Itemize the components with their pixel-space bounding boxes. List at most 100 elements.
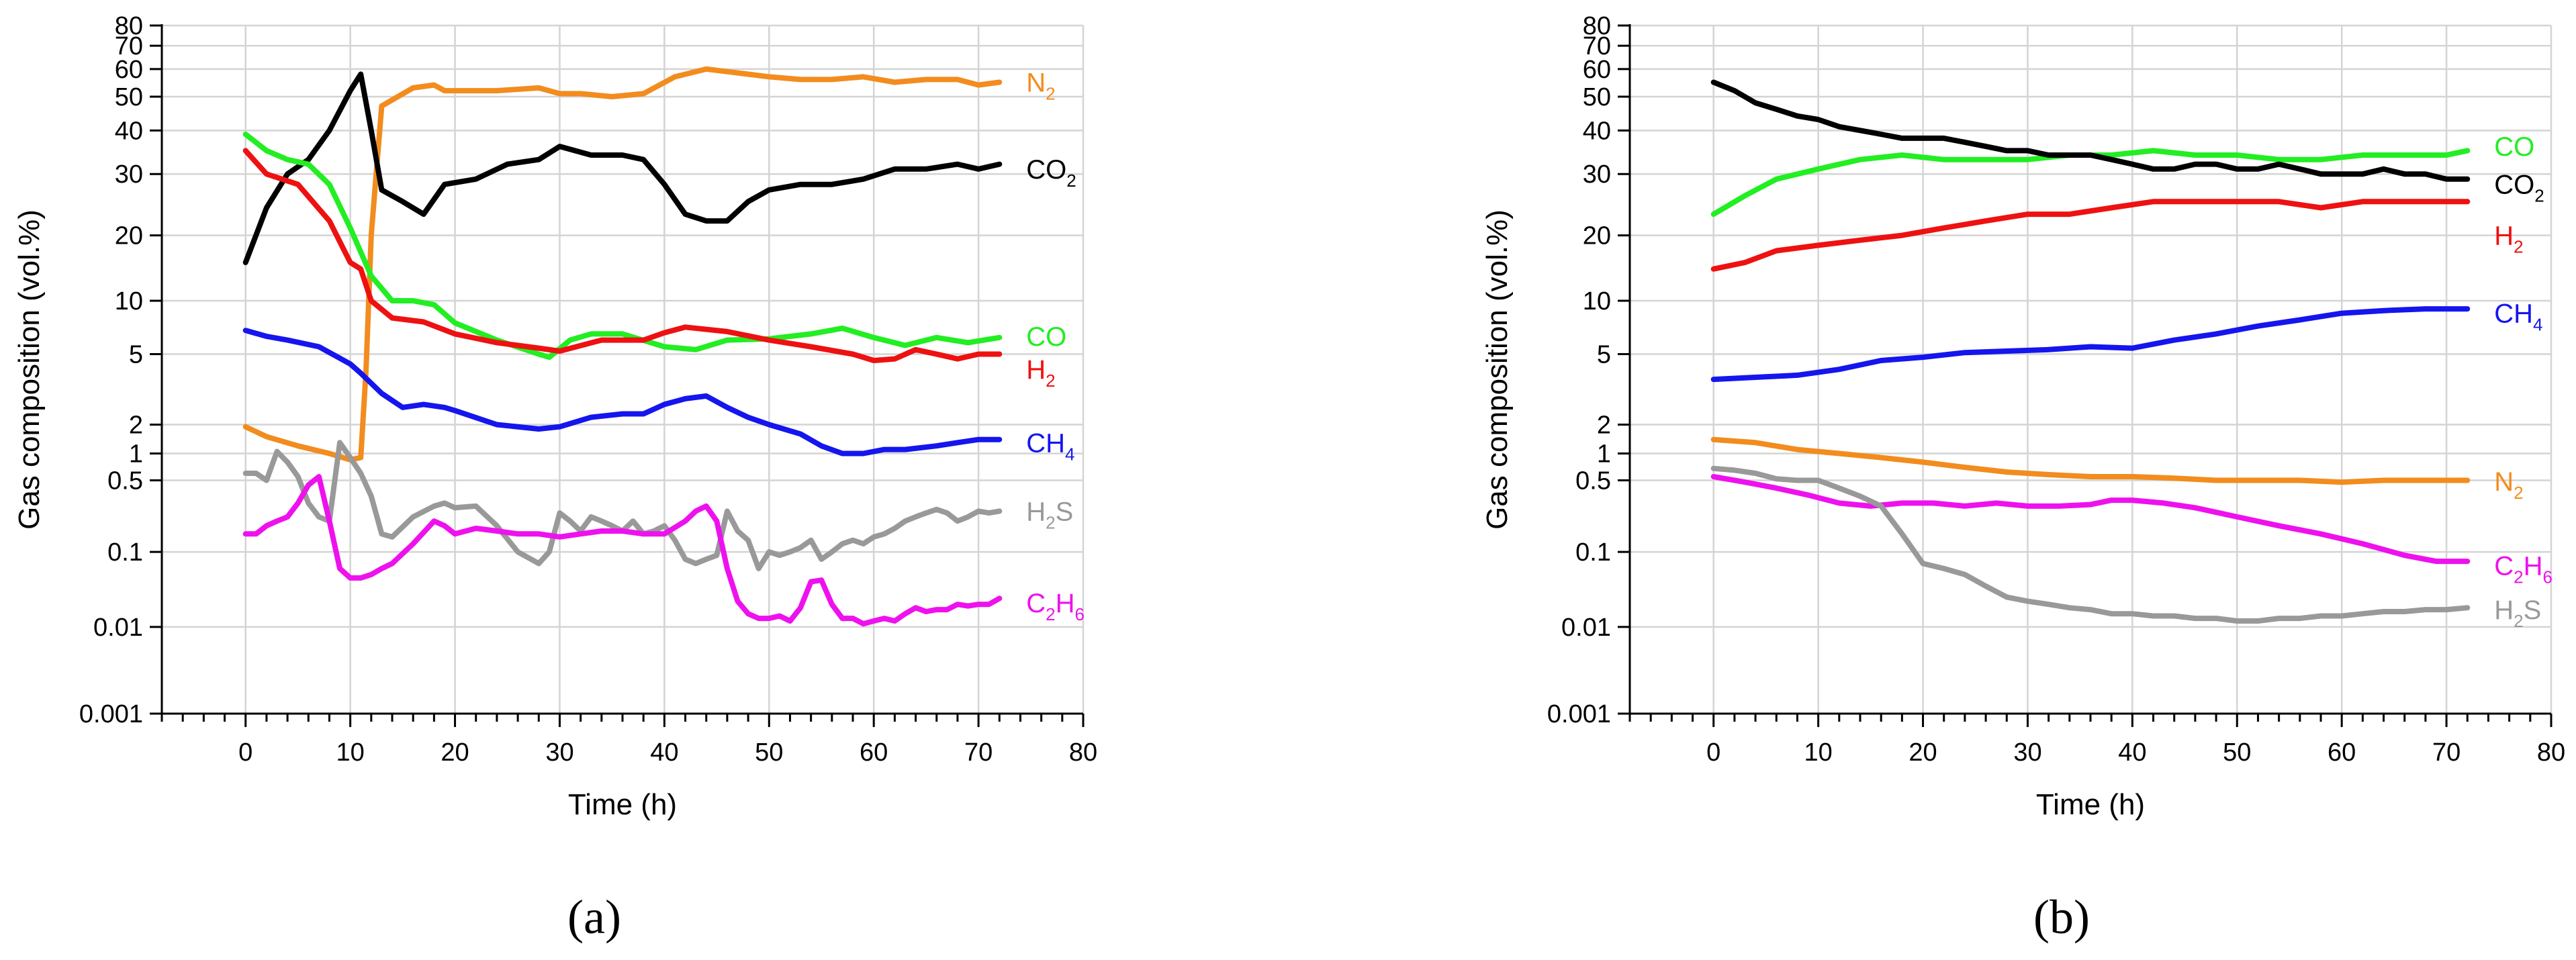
series-line-h2s (1710, 465, 2471, 624)
series-label-c2h6: C2H6 (1026, 589, 1085, 624)
y-tick-label: 50 (1583, 83, 1611, 111)
series-label-main: N (2494, 467, 2514, 497)
y-tick-label: 80 (1583, 12, 1611, 40)
series-label-co2: CO2 (2494, 171, 2544, 206)
series-label-n2: N2 (1026, 68, 1055, 103)
y-tick-label: 10 (115, 287, 143, 316)
series-label-subscript: 6 (1075, 604, 1085, 624)
y-tick-label: 0.01 (1561, 614, 1611, 642)
y-tick-label: 0.001 (79, 700, 143, 728)
y-tick-label: 30 (115, 160, 143, 189)
series-label-subscript: 4 (1065, 444, 1074, 464)
series-label-ch4: CH4 (1026, 428, 1074, 464)
series-label-h2: H2 (2494, 222, 2523, 257)
y-tick-label: 20 (1583, 222, 1611, 250)
series-label-subscript: 4 (2533, 315, 2542, 335)
series-label-co2: CO2 (1026, 155, 1076, 191)
y-axis-label: Gas composition (vol.%) (13, 209, 46, 530)
y-tick-label: 2 (129, 412, 143, 440)
x-tick-label: 50 (755, 738, 783, 767)
series-label-main: CO (1026, 155, 1066, 185)
y-tick-label: 5 (1597, 340, 1611, 369)
series-line-ch4 (242, 328, 1003, 457)
series-label-main: H (2494, 222, 2514, 251)
y-tick-label: 1 (129, 440, 143, 469)
panel-label: (a) (567, 890, 621, 944)
y-tick-label: 0.5 (1575, 467, 1611, 495)
series-label-subscript: 2 (2534, 186, 2544, 206)
series-line-co2 (1710, 79, 2471, 182)
series-label-main: S (2524, 595, 2542, 625)
series-label-ch4: CH4 (2494, 299, 2542, 335)
series-line-co (242, 132, 1003, 361)
x-tick-label: 30 (2013, 738, 2041, 767)
series-label-main: CO (1026, 322, 1066, 352)
y-tick-label: 0.1 (107, 538, 143, 567)
y-tick-label: 1 (1597, 440, 1611, 469)
series-label-subscript: 2 (1046, 371, 1055, 391)
y-axis-label: Gas composition (vol.%) (1481, 209, 1514, 530)
series-label-main: C (1026, 589, 1046, 618)
series-label-main: CO (2494, 171, 2534, 200)
series-label-h2s: H2S (2494, 595, 2541, 631)
x-tick-label: 40 (650, 738, 678, 767)
series-line-ch4 (1710, 306, 2471, 383)
x-axis-label: Time (h) (2036, 788, 2145, 821)
y-tick-label: 70 (1583, 32, 1611, 60)
series-label-subscript: 2 (2514, 567, 2523, 587)
y-tick-label: 40 (1583, 117, 1611, 145)
x-tick-label: 0 (238, 738, 252, 767)
series-label-main: H (2524, 551, 2543, 581)
series-label-subscript: 2 (2514, 237, 2523, 257)
x-tick-label: 0 (1706, 738, 1720, 767)
series-line-h2 (1710, 199, 2471, 272)
panel-label: (b) (2033, 890, 2090, 944)
series-label-subscript: 2 (2514, 611, 2523, 631)
series-label-subscript: 6 (2543, 567, 2552, 587)
x-tick-label: 70 (2432, 738, 2460, 767)
x-tick-label: 60 (860, 738, 888, 767)
x-tick-label: 40 (2118, 738, 2146, 767)
series-label-main: CO (2494, 132, 2534, 162)
series-line-c2h6 (1710, 474, 2471, 565)
y-tick-label: 30 (1583, 160, 1611, 189)
x-tick-label: 60 (2328, 738, 2356, 767)
x-tick-label: 20 (441, 738, 469, 767)
x-tick-label: 30 (545, 738, 573, 767)
series-label-subscript: 2 (1066, 171, 1076, 191)
y-tick-label: 5 (129, 340, 143, 369)
series-label-main: H (2494, 595, 2514, 625)
series-label-subscript: 2 (1046, 512, 1055, 532)
series-label-subscript: 2 (1046, 604, 1055, 624)
series-line-c2h6 (242, 474, 1003, 627)
series-label-main: N (1026, 68, 1046, 97)
y-tick-label: 0.01 (93, 614, 143, 642)
y-tick-label: 80 (115, 12, 143, 40)
series-label-main: C (2494, 551, 2514, 581)
y-tick-label: 2 (1597, 412, 1611, 440)
series-label-subscript: 2 (1046, 83, 1055, 103)
series-line-co2 (242, 71, 1003, 265)
series-line-n2 (242, 66, 1003, 463)
y-tick-label: 0.001 (1547, 700, 1611, 728)
series-label-co: CO (2494, 132, 2534, 162)
series-label-n2: N2 (2494, 467, 2523, 503)
series-line-n2 (1710, 436, 2471, 485)
series-label-main: CH (2494, 299, 2533, 329)
y-tick-label: 70 (115, 32, 143, 60)
y-tick-label: 0.1 (1575, 538, 1611, 567)
series-label-co: CO (1026, 322, 1066, 352)
y-tick-label: 10 (1583, 287, 1611, 316)
x-tick-label: 20 (1908, 738, 1937, 767)
series-line-h2s (242, 440, 1003, 571)
series-label-subscript: 2 (2514, 483, 2523, 503)
y-tick-label: 60 (115, 56, 143, 84)
y-tick-label: 50 (115, 83, 143, 111)
x-tick-label: 80 (1069, 738, 1097, 767)
series-label-main: H (1056, 589, 1075, 618)
x-tick-label: 50 (2223, 738, 2251, 767)
y-tick-label: 60 (1583, 56, 1611, 84)
